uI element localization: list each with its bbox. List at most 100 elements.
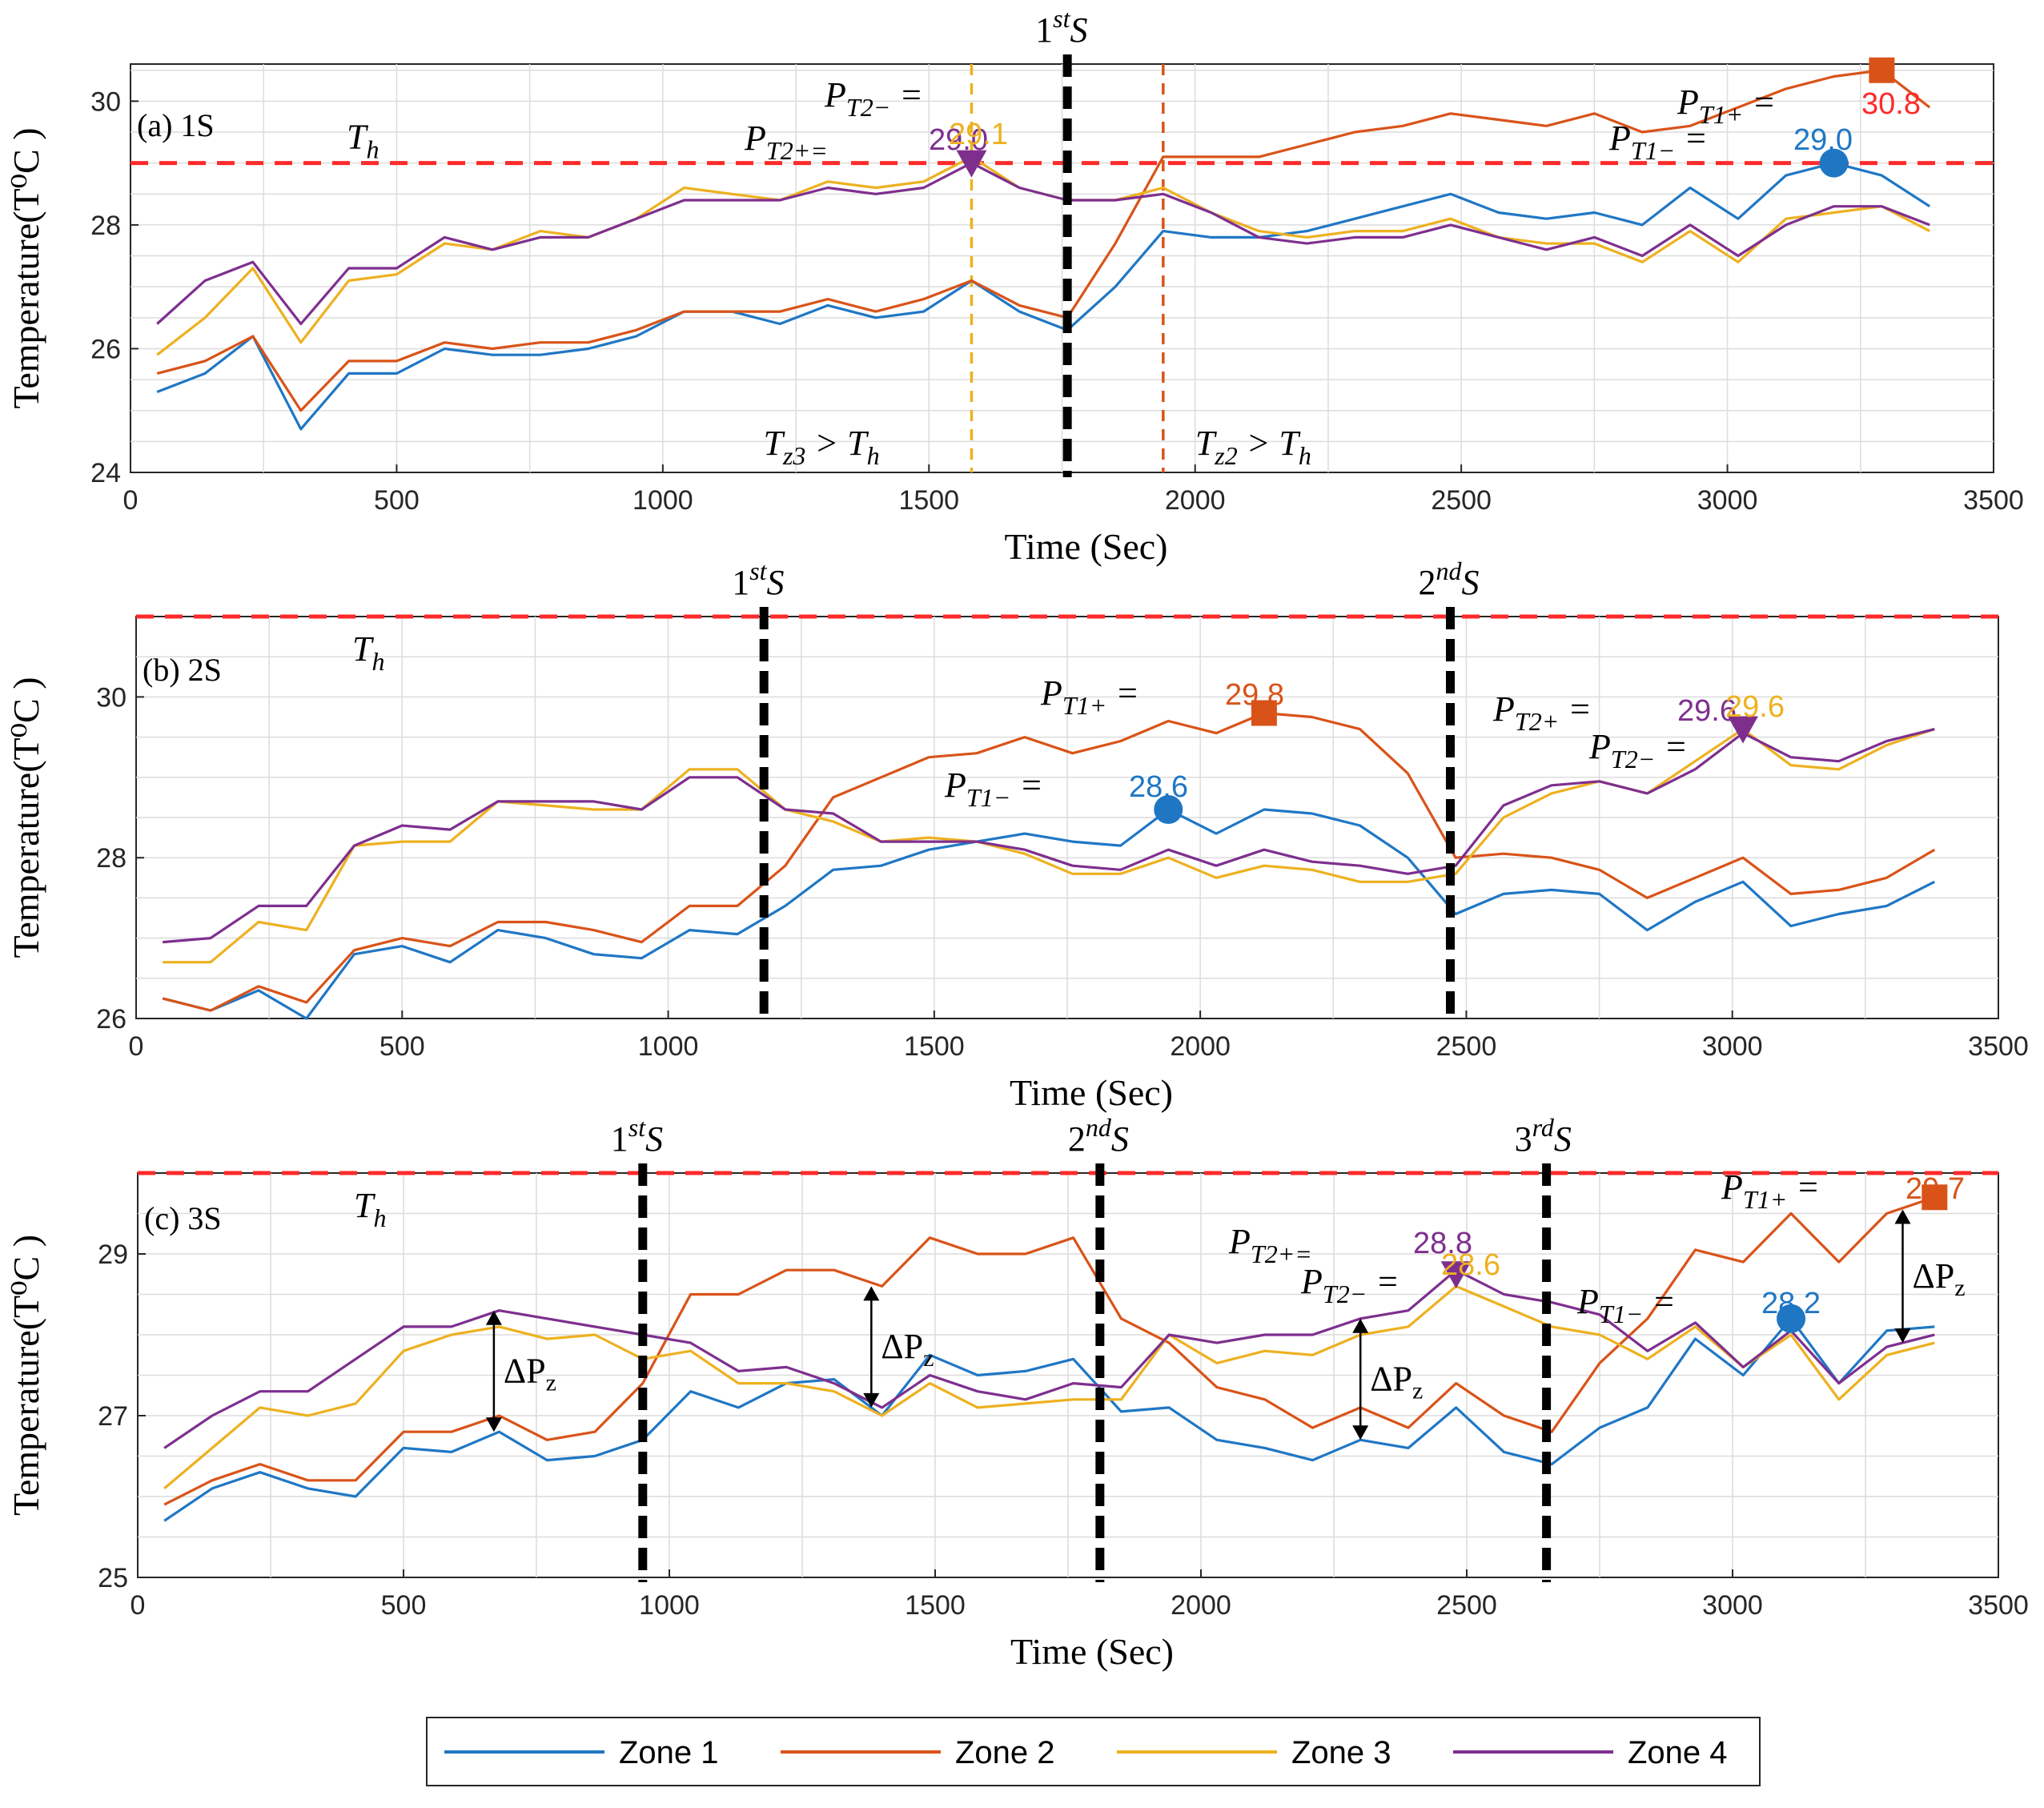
series-line-zone-1	[156, 162, 1931, 431]
annotation-t2m: PT2− =	[824, 75, 923, 122]
x-tick-label: 2000	[1165, 485, 1226, 516]
delta-arrow-head	[1352, 1425, 1369, 1440]
annotation-t1m: PT1− =	[1576, 1282, 1676, 1328]
x-axis-label: Time (Sec)	[1010, 1631, 1174, 1672]
annotation-value-t2m: 28.6	[1441, 1248, 1500, 1282]
annotation-value-t2m: 29.1	[949, 118, 1008, 151]
y-tick-label: 26	[90, 334, 121, 364]
x-tick-label: 3000	[1702, 1590, 1763, 1621]
x-tick-label: 2000	[1171, 1590, 1231, 1621]
panel-label: (a) 1S	[137, 107, 215, 143]
series-line-zone-3	[163, 1284, 1935, 1490]
annotation-t1p: PT1+ =	[1677, 82, 1776, 129]
switch-label: 1stS	[1035, 4, 1087, 50]
x-tick-label: 1000	[632, 485, 693, 516]
crossing-label: Tz3 > Th	[763, 424, 879, 470]
peak-marker-triangle	[1440, 1261, 1472, 1289]
x-axis-label: Time (Sec)	[1010, 1072, 1173, 1113]
switch-label: 3rdS	[1515, 1113, 1572, 1159]
series-line-zone-4	[156, 162, 1930, 326]
peak-marker-circle	[1777, 1304, 1806, 1333]
annotation-value-t1m: 28.2	[1761, 1287, 1821, 1320]
delta-label: ΔPz	[504, 1351, 556, 1396]
annotation-value-t1m: 28.6	[1129, 770, 1188, 804]
x-axis-label: Time (Sec)	[1004, 526, 1167, 567]
peak-marker-square	[1251, 700, 1277, 726]
threshold-label: Th	[354, 1186, 386, 1232]
series-line-zone-4	[163, 728, 1935, 944]
annotation-t2p: PT2+ =	[1492, 689, 1592, 736]
y-tick-label: 29	[98, 1239, 128, 1270]
annotation-value-t1p: 29.8	[1225, 678, 1284, 712]
crossing-label: Tz2 > Th	[1195, 424, 1311, 470]
delta-arrow-head	[863, 1286, 880, 1301]
delta-arrow-head	[1894, 1328, 1911, 1344]
y-tick-label: 28	[90, 211, 121, 241]
annotation-t2m: PT2− =	[1588, 727, 1688, 773]
switch-label: 1stS	[732, 556, 784, 602]
y-tick-label: 30	[90, 86, 121, 117]
x-tick-label: 1500	[904, 1031, 965, 1062]
panel-label: (c) 3S	[144, 1200, 222, 1236]
legend: Zone 1 Zone 2 Zone 3 Zone 4	[426, 1717, 1761, 1786]
series-line-zone-1	[162, 808, 1936, 1020]
delta-label: ΔPz	[1370, 1360, 1423, 1404]
x-tick-label: 0	[123, 485, 139, 516]
delta-arrow-head	[863, 1392, 880, 1408]
annotation-t1m: PT1− =	[1608, 119, 1708, 165]
x-tick-label: 3000	[1702, 1031, 1763, 1062]
x-tick-label: 2000	[1170, 1031, 1231, 1062]
threshold-label: Th	[347, 118, 379, 164]
panel-label: (b) 2S	[143, 652, 222, 688]
legend-label: Zone 4	[1628, 1735, 1728, 1770]
y-axis-label: Temperature(T⁰C )	[6, 127, 46, 408]
annotation-value-t2p: 28.8	[1413, 1227, 1472, 1260]
y-axis-label: Temperature(T⁰C )	[6, 677, 46, 958]
annotation-t1p: PT1+ =	[1721, 1167, 1820, 1214]
annotation-t1p: PT1+ =	[1040, 673, 1139, 720]
x-tick-label: 500	[379, 1031, 425, 1062]
x-tick-label: 3500	[1968, 1590, 2029, 1621]
annotation-t2p: PT2+=	[744, 119, 828, 165]
series-line-zone-2	[156, 69, 1931, 412]
x-tick-label: 3500	[1963, 485, 2024, 516]
peak-marker-triangle	[1728, 716, 1759, 744]
x-tick-label: 500	[381, 1590, 427, 1621]
delta-arrow-head	[485, 1310, 502, 1325]
x-tick-label: 3000	[1697, 485, 1758, 516]
switch-label: 1stS	[611, 1113, 663, 1159]
x-tick-label: 500	[374, 485, 420, 516]
threshold-label: Th	[352, 629, 384, 676]
annotation-t2m: PT2− =	[1300, 1262, 1399, 1308]
x-tick-label: 2500	[1436, 1590, 1497, 1621]
legend-label: Zone 2	[955, 1735, 1055, 1770]
x-tick-label: 2500	[1431, 485, 1492, 516]
annotation-value-t2p: 29.0	[929, 123, 988, 157]
delta-label: ΔPz	[1912, 1256, 1965, 1301]
x-tick-label: 1000	[639, 1590, 700, 1621]
peak-marker-circle	[1154, 794, 1183, 824]
peak-marker-square	[1922, 1184, 1948, 1211]
peak-marker-triangle	[956, 150, 987, 178]
panel-a: 0 500 1000 1500 2000 2500 3000 3500 24 26 28 30 Time…	[6, 4, 2024, 567]
x-tick-label: 0	[131, 1590, 146, 1621]
panel-b: 0 500 1000 1500 2000 2500 3000 3500 26 28 30 Time (…	[6, 556, 2029, 1113]
annotation-value-t1p: 30.8	[1861, 87, 1921, 121]
annotation-t2p: PT2+=	[1228, 1222, 1312, 1268]
annotation-value-t2m: 29.6	[1725, 690, 1785, 724]
y-tick-label: 28	[96, 843, 126, 874]
y-axis-label: Temperature(T⁰C )	[6, 1235, 46, 1516]
delta-arrow-head	[1352, 1318, 1369, 1333]
x-tick-label: 1500	[905, 1590, 966, 1621]
y-tick-label: 26	[96, 1004, 126, 1035]
x-tick-label: 3500	[1968, 1031, 2029, 1062]
legend-label: Zone 1	[619, 1735, 719, 1770]
peak-marker-circle	[1819, 148, 1849, 178]
panel-c: 0 500 1000 1500 2000 2500 3000 3500 25 27 29 Time (…	[6, 1113, 2029, 1672]
y-tick-label: 25	[98, 1563, 128, 1593]
x-tick-label: 1500	[898, 485, 959, 516]
x-tick-label: 1000	[638, 1031, 699, 1062]
delta-arrow-head	[485, 1417, 502, 1432]
series-line-zone-4	[163, 1268, 1935, 1449]
